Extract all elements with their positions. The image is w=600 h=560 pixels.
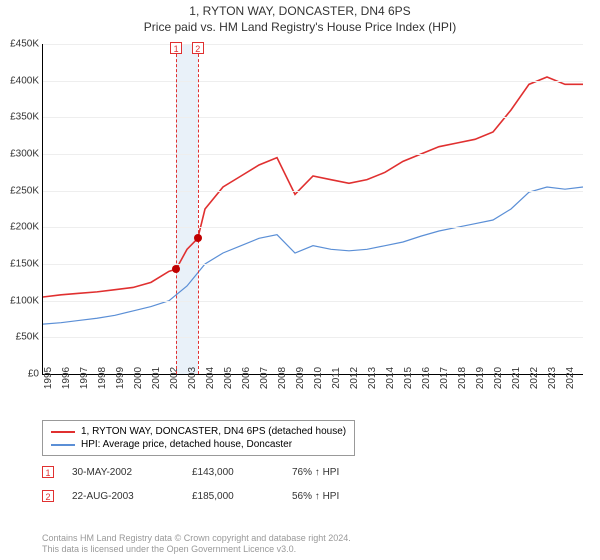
x-axis-label: 2019 (475, 367, 486, 389)
y-axis-label: £300K (10, 149, 39, 160)
x-axis-label: 2005 (223, 367, 234, 389)
y-axis-label: £250K (10, 185, 39, 196)
chart-marker-box: 1 (170, 42, 182, 54)
x-axis-label: 1998 (97, 367, 108, 389)
x-axis-label: 2024 (565, 367, 576, 389)
legend: 1, RYTON WAY, DONCASTER, DN4 6PS (detach… (42, 420, 355, 456)
sale-pct: 56% ↑ HPI (292, 491, 372, 502)
y-axis-label: £150K (10, 259, 39, 270)
sale-point-icon (194, 234, 202, 242)
x-axis-label: 1997 (79, 367, 90, 389)
chart-lines-svg (43, 44, 583, 374)
y-gridline (43, 337, 583, 338)
x-axis-label: 2014 (385, 367, 396, 389)
sale-row: 1 30-MAY-2002 £143,000 76% ↑ HPI (42, 466, 372, 478)
y-axis-label: £450K (10, 39, 39, 50)
y-gridline (43, 301, 583, 302)
x-axis-label: 2006 (241, 367, 252, 389)
y-axis-label: £100K (10, 295, 39, 306)
sale-price: £185,000 (192, 491, 292, 502)
footer: Contains HM Land Registry data © Crown c… (42, 533, 351, 556)
x-axis-label: 2021 (511, 367, 522, 389)
x-axis-label: 2010 (313, 367, 324, 389)
x-axis-label: 2009 (295, 367, 306, 389)
title-block: 1, RYTON WAY, DONCASTER, DN4 6PS Price p… (0, 0, 600, 34)
sale-point-icon (172, 265, 180, 273)
sale-date: 22-AUG-2003 (72, 491, 192, 502)
y-axis-label: £0 (28, 369, 39, 380)
x-axis-label: 2001 (151, 367, 162, 389)
legend-label: 1, RYTON WAY, DONCASTER, DN4 6PS (detach… (81, 426, 346, 437)
y-gridline (43, 264, 583, 265)
chart-plot-area: £0£50K£100K£150K£200K£250K£300K£350K£400… (42, 44, 583, 375)
sale-marker-box: 1 (42, 466, 54, 478)
y-gridline (43, 44, 583, 45)
sale-price: £143,000 (192, 467, 292, 478)
y-gridline (43, 227, 583, 228)
legend-label: HPI: Average price, detached house, Donc… (81, 439, 292, 450)
chart-container: 1, RYTON WAY, DONCASTER, DN4 6PS Price p… (0, 0, 600, 560)
x-axis-label: 1995 (43, 367, 54, 389)
y-axis-label: £400K (10, 75, 39, 86)
x-axis-label: 2016 (421, 367, 432, 389)
footer-line: This data is licensed under the Open Gov… (42, 544, 351, 556)
chart-subtitle: Price paid vs. HM Land Registry's House … (0, 20, 600, 34)
sale-marker-box: 2 (42, 490, 54, 502)
vertical-dash-line (198, 44, 199, 374)
sale-pct: 76% ↑ HPI (292, 467, 372, 478)
legend-item: 1, RYTON WAY, DONCASTER, DN4 6PS (detach… (51, 425, 346, 438)
x-axis-label: 2004 (205, 367, 216, 389)
vertical-dash-line (176, 44, 177, 374)
legend-swatch (51, 444, 75, 446)
footer-line: Contains HM Land Registry data © Crown c… (42, 533, 351, 545)
y-axis-label: £200K (10, 222, 39, 233)
x-axis-label: 2018 (457, 367, 468, 389)
y-gridline (43, 117, 583, 118)
x-axis-label: 2020 (493, 367, 504, 389)
y-gridline (43, 154, 583, 155)
x-axis-label: 2012 (349, 367, 360, 389)
x-axis-label: 1996 (61, 367, 72, 389)
x-axis-label: 2008 (277, 367, 288, 389)
x-axis-label: 2007 (259, 367, 270, 389)
x-axis-label: 2003 (187, 367, 198, 389)
x-axis-label: 2000 (133, 367, 144, 389)
series-line-hpi (43, 187, 583, 324)
x-axis-label: 1999 (115, 367, 126, 389)
y-axis-label: £50K (16, 332, 39, 343)
x-axis-label: 2002 (169, 367, 180, 389)
x-axis-label: 2023 (547, 367, 558, 389)
x-axis-label: 2013 (367, 367, 378, 389)
x-axis-label: 2017 (439, 367, 450, 389)
sale-row: 2 22-AUG-2003 £185,000 56% ↑ HPI (42, 490, 372, 502)
y-gridline (43, 191, 583, 192)
x-axis-label: 2011 (331, 367, 342, 389)
legend-item: HPI: Average price, detached house, Donc… (51, 438, 346, 451)
x-axis-label: 2022 (529, 367, 540, 389)
x-axis-label: 2015 (403, 367, 414, 389)
chart-marker-box: 2 (192, 42, 204, 54)
y-axis-label: £350K (10, 112, 39, 123)
sale-date: 30-MAY-2002 (72, 467, 192, 478)
y-gridline (43, 81, 583, 82)
legend-swatch (51, 431, 75, 433)
chart-title: 1, RYTON WAY, DONCASTER, DN4 6PS (0, 4, 600, 18)
